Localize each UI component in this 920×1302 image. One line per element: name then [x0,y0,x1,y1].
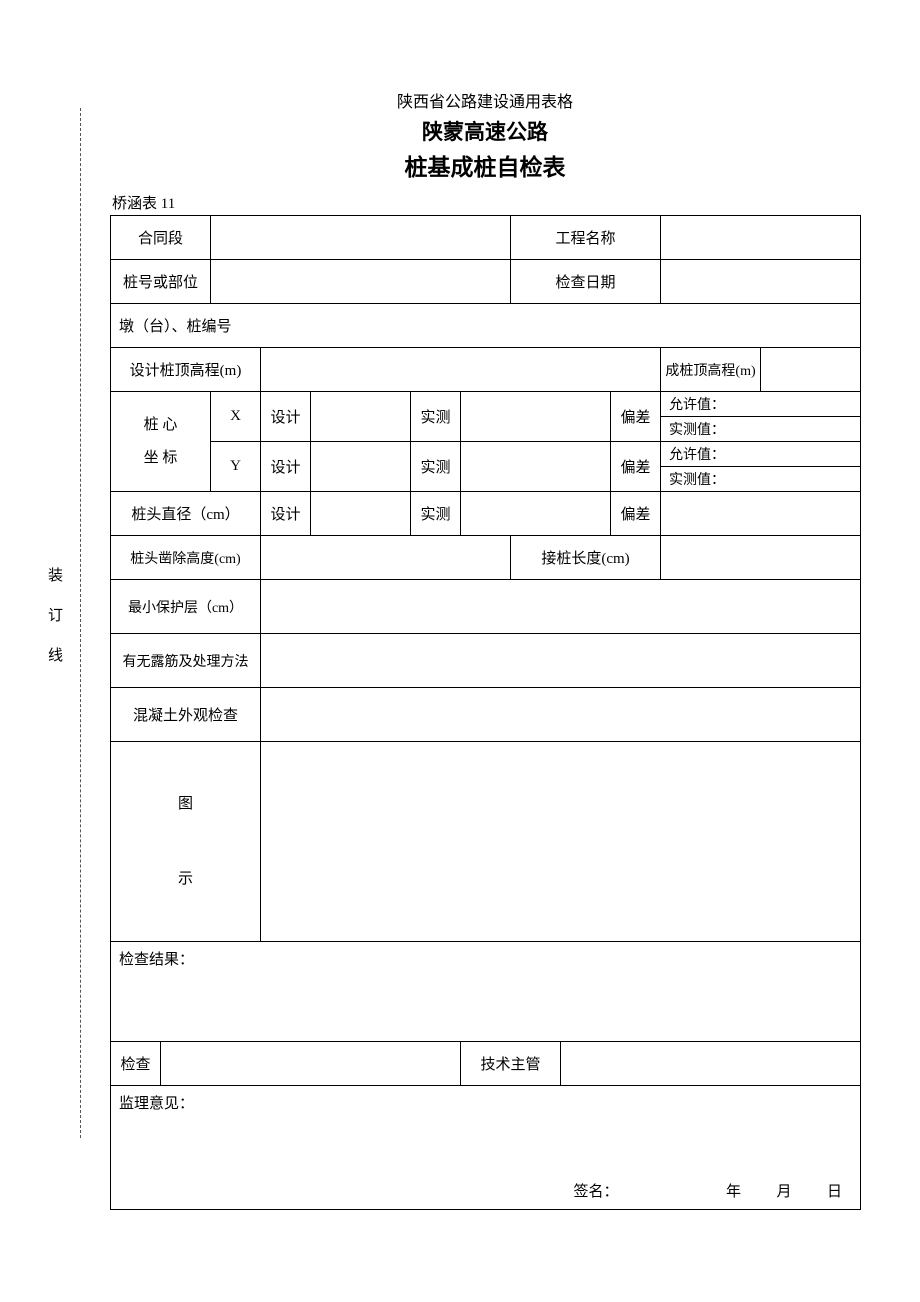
page: 陕西省公路建设通用表格 陕蒙高速公路 桩基成桩自检表 桥涵表 11 合同段 工程… [0,0,920,1270]
label-head-dia: 桩头直径（cm） [111,492,261,536]
label-y: Y [211,442,261,492]
label-design: 设计 [261,442,311,492]
label-measured: 实测 [411,442,461,492]
val-x-design [311,392,411,442]
label-x: X [211,392,261,442]
val-joint [661,536,861,580]
label-x-actual: 实测值： [661,417,861,442]
label-design: 设计 [261,492,311,536]
val-dia-measured [461,492,611,536]
label-inspect: 检查 [111,1042,161,1086]
label-result: 检查结果： [111,942,861,1042]
label-joint: 接桩长度(cm) [511,536,661,580]
header-project: 陕蒙高速公路 [110,116,860,146]
label-y-allow: 允许值： [661,442,861,467]
label-measured: 实测 [411,392,461,442]
binding-char: 订 [48,596,63,636]
label-min-cover: 最小保护层（cm） [111,580,261,634]
binding-label: 装 订 线 [48,556,63,676]
val-rebar [261,634,861,688]
val-project-name [661,216,861,260]
val-check-date [661,260,861,304]
label-deviation: 偏差 [611,492,661,536]
table-label: 桥涵表 11 [112,192,860,213]
val-figure [261,742,861,942]
label-design: 设计 [261,392,311,442]
label-formed-elev: 成桩顶高程(m) [661,348,761,392]
binding-line [80,108,81,1138]
val-formed-elev [761,348,861,392]
label-chisel: 桩头凿除高度(cm) [111,536,261,580]
val-tech-lead [561,1042,861,1086]
label-rebar: 有无露筋及处理方法 [111,634,261,688]
label-center-coord: 桩 心 坐 标 [111,392,211,492]
header-org: 陕西省公路建设通用表格 [110,88,860,112]
label-pier-pile: 墩（台）、桩编号 [111,304,861,348]
sign-line: 签名： 年 月 日 [573,1180,842,1201]
label-concrete: 混凝土外观检查 [111,688,261,742]
val-dia-deviation [661,492,861,536]
binding-char: 线 [48,636,63,676]
label-location: 桩号或部位 [111,260,211,304]
header-title: 桩基成桩自检表 [110,148,860,182]
label-deviation: 偏差 [611,392,661,442]
label-check-date: 检查日期 [511,260,661,304]
val-chisel [261,536,511,580]
val-min-cover [261,580,861,634]
val-inspect [161,1042,461,1086]
val-y-design [311,442,411,492]
val-y-measured [461,442,611,492]
label-y-actual: 实测值： [661,467,861,492]
label-supervisor: 监理意见： [119,1092,852,1113]
val-location [211,260,511,304]
binding-char: 装 [48,556,63,596]
label-contract: 合同段 [111,216,211,260]
label-project-name: 工程名称 [511,216,661,260]
form-table: 合同段 工程名称 桩号或部位 检查日期 墩（台）、桩编号 设计桩顶高程(m) 成… [110,215,861,1210]
val-contract [211,216,511,260]
label-x-allow: 允许值： [661,392,861,417]
label-design-elev: 设计桩顶高程(m) [111,348,261,392]
label-deviation: 偏差 [611,442,661,492]
label-measured: 实测 [411,492,461,536]
supervisor-cell: 监理意见： 签名： 年 月 日 [111,1086,861,1210]
val-dia-design [311,492,411,536]
label-tech-lead: 技术主管 [461,1042,561,1086]
val-x-measured [461,392,611,442]
val-concrete [261,688,861,742]
val-design-elev [261,348,661,392]
label-figure: 图 示 [111,742,261,942]
